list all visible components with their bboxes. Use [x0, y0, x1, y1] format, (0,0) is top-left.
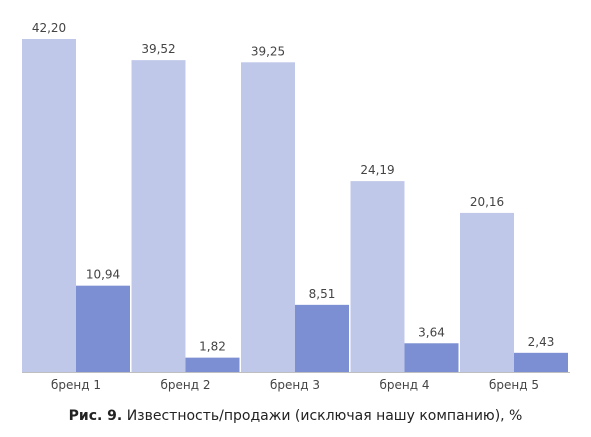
bar-4-series-1: [350, 181, 405, 372]
value-label-5-series-1: 20,16: [470, 195, 504, 209]
bar-3-series-1: [241, 62, 295, 372]
bar-1-series-2: [76, 285, 130, 372]
bar-4-series-2: [404, 343, 459, 372]
bar-2-series-2: [185, 357, 240, 372]
chart-svg: 42,20 10,94 бренд 1 39,52 1,82 бренд 2 39,25 8,…: [22, 21, 570, 392]
bar-1-series-1: [22, 39, 76, 372]
bar-chart: 42,20 10,94 бренд 1 39,52 1,82 бренд 2 39,25 8,…: [22, 21, 570, 392]
bar-2-series-1: [131, 60, 186, 373]
bar-3-series-2: [295, 304, 349, 372]
value-label-3-series-2: 8,51: [309, 287, 336, 301]
x-tick-label-2: бренд 2: [161, 378, 211, 392]
value-label-1-series-1: 42,20: [32, 21, 66, 35]
figure-caption: Рис. 9. Известность/продажи (исключая на…: [0, 408, 591, 424]
value-label-5-series-2: 2,43: [528, 335, 555, 349]
value-label-3-series-1: 39,25: [251, 44, 285, 58]
bar-5-series-1: [460, 212, 514, 372]
bar-5-series-2: [514, 352, 568, 372]
value-label-4-series-1: 24,19: [360, 163, 394, 177]
x-tick-label-3: бренд 3: [270, 378, 320, 392]
value-label-4-series-2: 3,64: [418, 325, 445, 339]
x-tick-label-1: бренд 1: [51, 378, 101, 392]
value-label-2-series-2: 1,82: [199, 340, 226, 354]
x-tick-label-5: бренд 5: [489, 378, 539, 392]
value-label-1-series-2: 10,94: [86, 268, 120, 282]
x-tick-label-4: бренд 4: [380, 378, 430, 392]
value-label-2-series-1: 39,52: [141, 42, 175, 56]
caption-number: Рис. 9.: [68, 408, 123, 424]
caption-text: Известность/продажи (исключая нашу компа…: [122, 408, 523, 424]
